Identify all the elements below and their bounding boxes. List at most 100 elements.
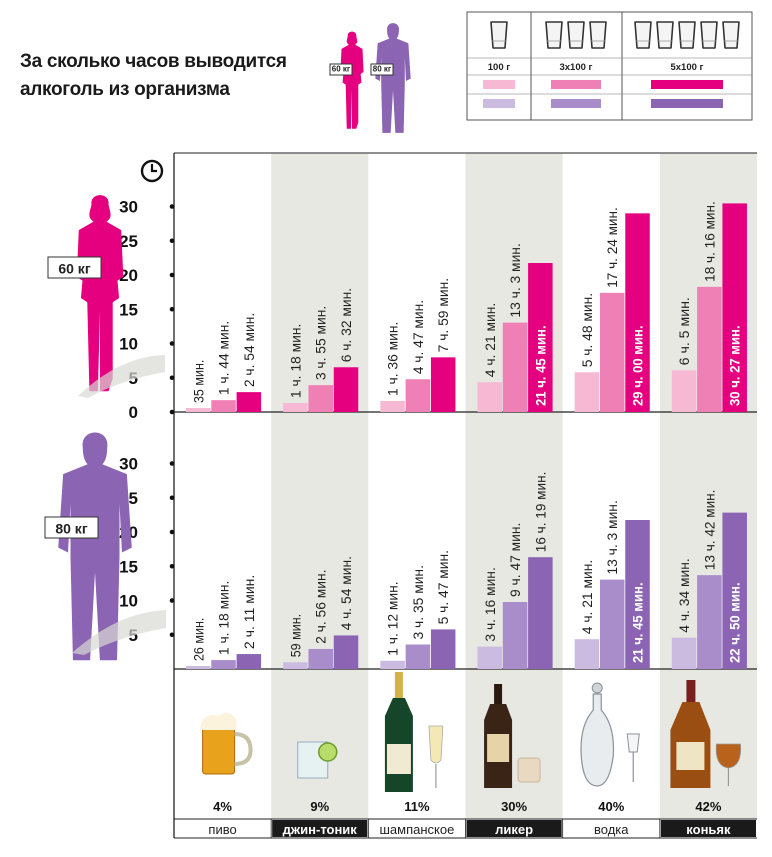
y60-tick-dot bbox=[169, 204, 175, 209]
decanter-stopper bbox=[591, 682, 603, 694]
bar bbox=[333, 367, 359, 412]
bar-data-label: 22 ч. 50 мин. bbox=[728, 582, 743, 663]
legend-column-label: 100 г bbox=[488, 62, 510, 73]
glass-icon bbox=[567, 21, 585, 49]
bar bbox=[574, 639, 600, 669]
bar-data-label: 4 ч. 47 мин. bbox=[411, 300, 426, 374]
bar bbox=[574, 372, 600, 412]
chart-title: За сколько часов выводится алкоголь из о… bbox=[20, 48, 287, 104]
abv-label: 9% bbox=[310, 799, 329, 814]
drink-name-label: джин-тоник bbox=[283, 822, 358, 837]
bar bbox=[477, 382, 502, 412]
bar bbox=[599, 579, 625, 669]
bar bbox=[186, 408, 211, 412]
abv-label: 42% bbox=[695, 799, 721, 814]
bar-data-label: 3 ч. 35 мин. bbox=[411, 565, 426, 639]
drink-illustrations bbox=[200, 672, 742, 792]
bar-data-label: 13 ч. 42 мин. bbox=[702, 490, 717, 571]
bar-data-label: 30 ч. 27 мин. bbox=[728, 325, 743, 406]
bar-data-label: 9 ч. 47 мин. bbox=[508, 523, 523, 597]
liqueur-glass bbox=[517, 757, 541, 783]
bar-data-label: 2 ч. 54 мин. bbox=[242, 313, 257, 387]
bar-data-label: 4 ч. 21 мин. bbox=[580, 560, 595, 634]
bar bbox=[671, 637, 697, 669]
glass-icon-body bbox=[656, 21, 674, 49]
bottle-label bbox=[386, 744, 411, 774]
champagne-bottle-icon bbox=[384, 672, 444, 792]
y80-tick-dot bbox=[169, 598, 175, 603]
shadow-80kg bbox=[72, 610, 166, 655]
cognac-bottle-icon bbox=[670, 680, 742, 788]
bar bbox=[186, 666, 211, 669]
shadow-60kg bbox=[78, 355, 165, 398]
y60-tick-label: 20 bbox=[119, 266, 138, 285]
legend-swatch bbox=[551, 80, 601, 89]
bar-data-label: 1 ч. 18 мин. bbox=[288, 324, 303, 398]
cognac-label bbox=[676, 742, 705, 770]
bar bbox=[308, 385, 333, 412]
bar-data-label: 35 мин. bbox=[191, 360, 206, 403]
bar-data-label: 3 ч. 55 мин. bbox=[314, 306, 329, 380]
drink-name-label: шампанское bbox=[379, 822, 454, 837]
header-tag-60kg-box bbox=[329, 63, 353, 76]
bar bbox=[430, 357, 456, 412]
glass-icon-body bbox=[567, 21, 585, 49]
glass-icon bbox=[656, 21, 674, 49]
y60-tick-label: 15 bbox=[119, 300, 138, 319]
title-line-1: За сколько часов выводится bbox=[20, 51, 287, 72]
drink-name-label: ликер bbox=[495, 822, 533, 837]
glass-icon-body bbox=[634, 21, 652, 49]
woman-silhouette-large-icon bbox=[76, 195, 124, 392]
y60-tick-dot bbox=[169, 341, 175, 346]
bar-data-label: 4 ч. 21 мин. bbox=[483, 303, 498, 377]
y80-tick-label: 10 bbox=[119, 592, 138, 611]
drink-name-highlight bbox=[272, 820, 368, 837]
bar bbox=[405, 644, 431, 669]
y80-tick-dot bbox=[169, 563, 175, 569]
bar-data-label: 17 ч. 24 мин. bbox=[605, 207, 620, 288]
bar-data-label: 1 ч. 12 мин. bbox=[386, 581, 401, 655]
bar-data-label: 59 мин. bbox=[288, 614, 303, 657]
y60-tick-label: 10 bbox=[119, 335, 138, 354]
drink-name-highlight bbox=[660, 820, 756, 837]
bar bbox=[211, 660, 236, 669]
glass-icon bbox=[700, 21, 718, 49]
flute-bowl bbox=[428, 725, 444, 764]
y60-tick-label: 30 bbox=[119, 198, 138, 217]
shot-glass bbox=[626, 733, 640, 753]
glass-icon-body bbox=[722, 21, 740, 49]
liqueur-label bbox=[487, 734, 510, 762]
bar-data-label: 29 ч. 00 мин. bbox=[631, 325, 646, 406]
bar bbox=[236, 654, 262, 669]
beer-handle bbox=[234, 732, 253, 766]
y80-tick-dot bbox=[169, 461, 175, 466]
bar bbox=[625, 520, 650, 669]
clock-icon bbox=[140, 159, 164, 183]
bar bbox=[283, 662, 308, 669]
bar-data-label: 13 ч. 3 мин. bbox=[605, 500, 620, 574]
bar-data-label: 6 ч. 5 мин. bbox=[677, 297, 692, 365]
legend-swatch bbox=[651, 80, 723, 89]
abv-label: 40% bbox=[598, 799, 624, 814]
legend: 60 кг 80 кг 100 г 3x100 г 5x100 г bbox=[329, 11, 753, 133]
y60-tick-dot bbox=[169, 375, 175, 381]
glass-icon bbox=[722, 21, 740, 49]
bar-data-label: 1 ч. 36 мин. bbox=[386, 322, 401, 396]
glass-icon bbox=[678, 21, 696, 49]
bar bbox=[722, 512, 747, 669]
liqueur-neck bbox=[494, 684, 503, 704]
cognac-neck bbox=[686, 680, 696, 702]
legend-column-label: 5x100 г bbox=[670, 62, 703, 73]
y60-tick-dot bbox=[169, 306, 175, 312]
glass-icon-body bbox=[589, 21, 607, 49]
bar bbox=[502, 602, 528, 669]
snifter-bowl bbox=[715, 743, 742, 769]
glass-icon bbox=[490, 21, 508, 49]
y80-tick-dot bbox=[169, 632, 175, 638]
clock-hands bbox=[150, 164, 157, 173]
drink-name-label: пиво bbox=[208, 822, 236, 837]
glass-icon-body bbox=[700, 21, 718, 49]
panel-tag-80kg-box bbox=[44, 516, 99, 539]
legend-swatch bbox=[483, 99, 515, 108]
